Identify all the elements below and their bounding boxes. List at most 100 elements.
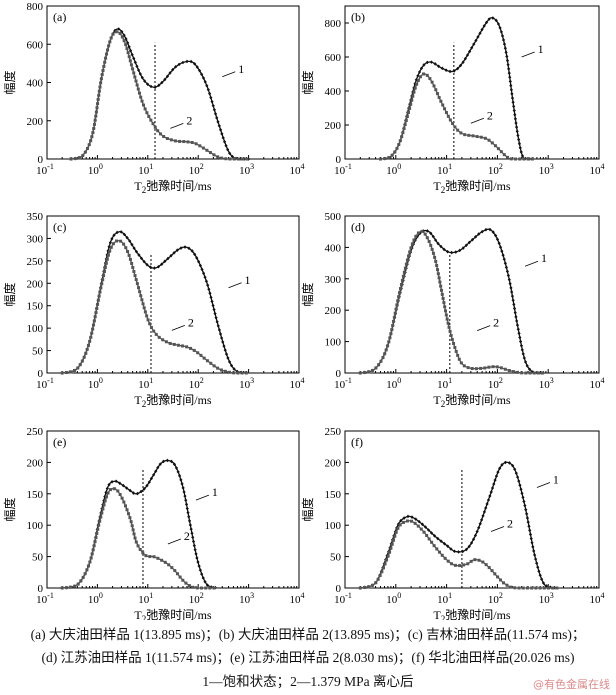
series-2-marker	[92, 127, 96, 131]
series-2-marker	[520, 371, 524, 375]
series-2-marker	[413, 86, 417, 90]
series-1-marker	[522, 499, 526, 504]
series-1-marker	[142, 259, 146, 264]
series-2-marker	[118, 492, 122, 496]
series-2-marker	[212, 153, 216, 157]
series-2-marker	[126, 249, 130, 253]
y-axis-title: 幅度	[300, 282, 315, 306]
series-1-marker	[436, 241, 440, 246]
series-1-marker	[473, 533, 478, 538]
x-tick-label: 102	[189, 376, 204, 391]
series-2-marker	[391, 324, 395, 328]
series-2-marker	[99, 286, 103, 290]
series-2-marker	[448, 118, 452, 122]
series-2-marker	[434, 259, 438, 263]
series-2-marker	[103, 60, 107, 64]
series-1-marker	[433, 238, 438, 242]
y-tick-label: 150	[325, 489, 342, 501]
series-2-marker	[160, 558, 164, 562]
series-2-marker	[463, 133, 467, 137]
series-1-marker	[500, 249, 504, 253]
series-2-marker	[503, 367, 507, 371]
series-label-leader	[524, 260, 539, 267]
series-2-marker	[97, 89, 101, 93]
series-1-marker	[129, 48, 133, 53]
series-2-marker	[447, 325, 451, 329]
series-1-marker	[227, 360, 232, 364]
x-tick-label: 102	[488, 162, 503, 177]
series-2-marker	[91, 131, 95, 135]
series-2-marker	[377, 363, 381, 367]
series-1-marker	[163, 259, 167, 264]
series-2-line	[61, 239, 249, 374]
series-2-line	[380, 73, 533, 160]
series-2-marker	[427, 537, 431, 541]
series-2-marker	[381, 566, 385, 570]
series-2-marker	[403, 123, 407, 127]
series-2-marker	[430, 247, 434, 251]
series-2-marker	[418, 75, 422, 79]
series-1-marker	[467, 544, 471, 549]
series-2-marker	[546, 586, 550, 590]
x-tick-label: 100	[386, 376, 401, 391]
series-2-marker	[137, 286, 141, 290]
series-2-marker	[108, 40, 112, 44]
series-2-marker	[86, 564, 90, 568]
series-2-marker	[416, 524, 420, 528]
series-1-marker	[518, 146, 522, 150]
series-1-marker	[510, 294, 515, 298]
series-2-marker	[168, 341, 172, 345]
series-2-marker	[93, 118, 97, 122]
series-2-marker	[505, 583, 509, 587]
x-tick-label: 104	[590, 162, 605, 177]
series-1-marker	[439, 539, 443, 543]
series-2-marker	[517, 586, 521, 590]
series-label-leader	[195, 494, 210, 501]
series-2-marker	[205, 148, 209, 152]
series-1-marker	[187, 246, 191, 251]
series-1-marker	[177, 474, 182, 478]
series-2-marker	[405, 258, 409, 262]
series-1-marker	[125, 235, 129, 240]
series-2-marker	[495, 365, 499, 369]
series-2-marker	[443, 107, 447, 111]
series-1-marker	[520, 491, 524, 496]
series-1-marker	[210, 99, 214, 104]
series-2-marker	[429, 243, 433, 247]
x-tick-label: 104	[290, 376, 305, 391]
series-2-marker	[102, 270, 106, 274]
series-1-marker	[525, 364, 529, 368]
series-2-marker	[436, 272, 440, 276]
series-1-marker	[505, 54, 509, 59]
series-2-marker	[151, 122, 155, 126]
chart-e: 0 50 100 150 200 250 10-1 100 101 102 103 104 (e) T2弛…	[2, 426, 305, 620]
series-1-marker	[200, 72, 204, 77]
series-label: 2	[186, 113, 192, 127]
x-tick-label: 102	[189, 591, 204, 606]
series-2-marker	[100, 282, 104, 286]
series-1-marker	[220, 336, 224, 340]
series-2-marker	[94, 311, 98, 315]
series-1-marker	[506, 273, 510, 278]
series-2-marker	[228, 157, 232, 161]
series-label: 1	[238, 62, 244, 76]
series-1-marker	[529, 536, 533, 541]
series-2-marker	[154, 332, 158, 336]
y-axis-title: 幅度	[2, 70, 17, 94]
series-2-marker	[479, 135, 483, 139]
series-2-marker	[95, 307, 99, 311]
series-1-marker	[140, 75, 144, 80]
series-1-marker	[193, 62, 197, 66]
series-2-marker	[96, 298, 100, 302]
y-tick-label: 0	[38, 368, 44, 380]
series-1-marker	[467, 240, 471, 245]
series-2-marker	[122, 39, 126, 43]
series-1-marker	[504, 50, 508, 55]
series-2-marker	[493, 144, 497, 148]
series-2-marker	[114, 30, 118, 34]
series-2-marker	[83, 572, 87, 576]
series-1-marker	[171, 67, 175, 72]
series-2-marker	[410, 242, 414, 246]
series-2-marker	[199, 353, 203, 357]
